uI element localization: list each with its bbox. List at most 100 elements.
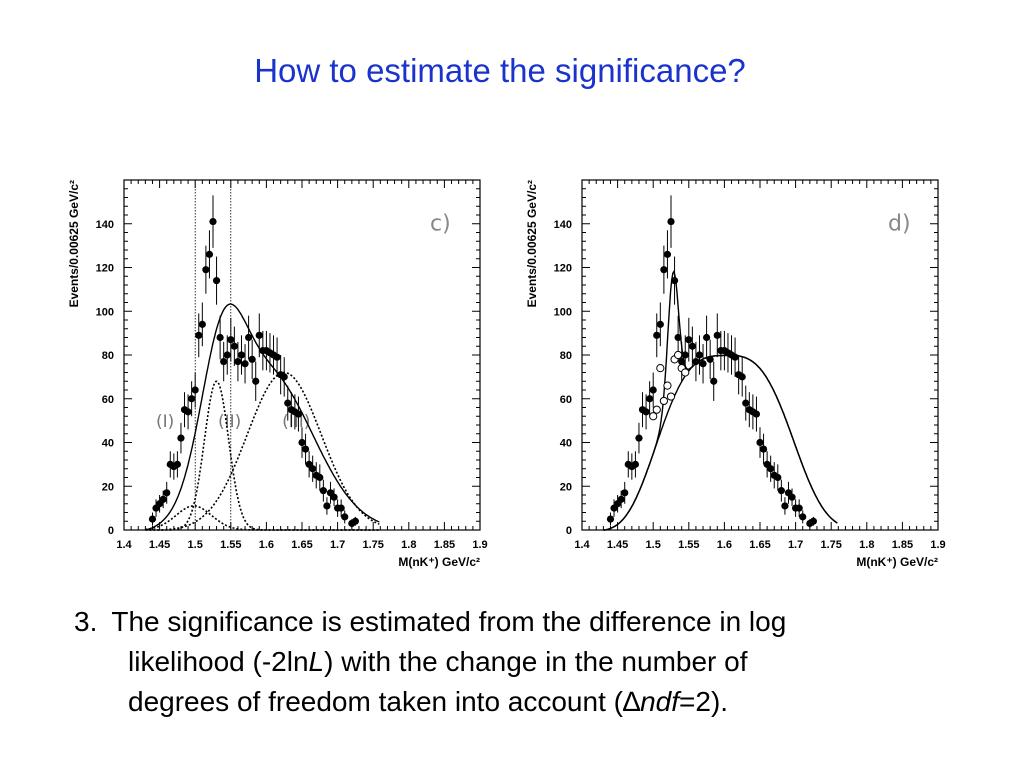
chart-c-panel-label: c) [430, 211, 451, 236]
chart-d-data-point [685, 336, 693, 344]
chart-d-data-point [710, 377, 718, 385]
chart-d-y-tick-label: 80 [560, 350, 572, 362]
chart-d-data-point [692, 357, 700, 366]
chart-c-data-point [316, 473, 324, 482]
chart-c-data-point [159, 495, 167, 503]
chart-c-data-point [330, 493, 338, 501]
chart-c-data-point [301, 445, 310, 453]
chart-c-curve-iii [145, 371, 380, 531]
chart-d-x-tick-label: 1.55 [678, 539, 699, 551]
chart-d-open-point [666, 392, 676, 401]
chart-d-open-point [681, 368, 690, 377]
chart-d-y-tick-label: 120 [554, 263, 572, 275]
chart-c-data-point [280, 373, 288, 381]
chart-d-data-point [777, 487, 785, 495]
chart-c-data-point [205, 250, 214, 258]
chart-c-x-tick-label: 1.7 [330, 539, 345, 551]
chart-d-data-point [670, 277, 679, 285]
chart-c-data-point [284, 399, 292, 407]
chart-d-data-point [646, 395, 654, 403]
chart-d-data-point [756, 438, 764, 447]
chart-d-data-point [660, 266, 668, 274]
chart-d-y-tick-label: 20 [560, 481, 572, 493]
chart-d-data-point [742, 399, 750, 407]
chart-c-data-point [294, 410, 303, 418]
chart-c-data-point [351, 517, 359, 525]
chart-d-x-tick-label: 1.9 [930, 539, 945, 551]
chart-c-y-tick-label: 100 [96, 306, 114, 318]
chart-d-x-tick-label: 1.7 [788, 539, 803, 551]
chart-c-data-point [252, 377, 260, 385]
body-text: 3. The significance is estimated from the… [74, 602, 974, 722]
chart-c-data-point [191, 386, 199, 394]
chart-d-data-point [799, 513, 807, 521]
chart-d-data-point [706, 355, 714, 363]
chart-c-x-tick-label: 1.65 [291, 539, 312, 551]
chart-c-data-point [202, 266, 210, 274]
chart-c-x-tick-label: 1.6 [259, 539, 274, 551]
chart-c-y-tick-label: 20 [102, 481, 114, 493]
chart-d-x-tick-label: 1.65 [749, 539, 770, 551]
chart-d-data-point [767, 465, 775, 473]
chart-c-data-point [198, 320, 206, 328]
chart-d-data-point [703, 333, 711, 342]
chart-d-y-tick-label: 60 [560, 394, 572, 406]
chart-d-open-point [659, 396, 668, 406]
chart-c-data-point [177, 434, 185, 442]
chart-c-data-point [220, 357, 228, 366]
chart-d-data-point [809, 517, 817, 525]
chart-d-open-point [674, 350, 683, 360]
chart-d-data-point [649, 386, 657, 394]
chart-d-data-point [795, 504, 803, 512]
chart-d-data-point [642, 408, 650, 416]
chart-panel-c: 1.4 1.45 1.5 1.55 1.6 1.65 1.7 1.75 1.8 1.85 1.9 0 2… [52, 172, 492, 572]
chart-d-data-point [713, 331, 721, 339]
chart-d-data-point [621, 489, 629, 497]
chart-c-x-tick-label: 1.45 [149, 539, 170, 551]
chart-c-data-point [245, 333, 253, 342]
chart-d-data-point [674, 333, 682, 342]
chart-c-region-label: (I) [156, 412, 174, 432]
chart-d-data-point [752, 410, 761, 418]
chart-d-x-axis-label: M(nK⁺) GeV/c² [856, 555, 938, 569]
chart-d-x-tick-label: 1.6 [717, 539, 732, 551]
chart-c-y-tick-label: 40 [102, 438, 114, 450]
body-line-1: 3. The significance is estimated from the… [74, 602, 974, 642]
chart-c-region-label: (II) [218, 412, 241, 432]
chart-d-x-tick-label: 1.4 [574, 539, 590, 551]
chart-c-data-point [227, 336, 235, 344]
body-line-3-d: =2). [679, 686, 729, 717]
chart-c-y-tick-label: 80 [102, 350, 114, 362]
body-line-2-a: likelihood (-2ln [128, 646, 309, 677]
chart-d-data-point [788, 493, 796, 501]
chart-c-data-point [195, 331, 203, 339]
chart-c-data-point [298, 438, 306, 447]
chart-c-data-point [273, 353, 281, 361]
chart-d-open-point [656, 364, 665, 373]
body-line-1-text: The significance is estimated from the d… [111, 606, 787, 637]
chart-c-data-point [341, 513, 349, 521]
body-line-2: likelihood (-2lnL) with the change in th… [74, 642, 974, 682]
chart-d-data-point [759, 445, 768, 453]
chart-c-data-point [212, 277, 221, 285]
chart-d-open-point [652, 405, 661, 414]
chart-c-x-tick-label: 1.9 [472, 539, 487, 551]
chart-c-x-axis-label: M(nK⁺) GeV/c² [398, 555, 480, 569]
chart-d-x-tick-label: 1.8 [859, 539, 874, 551]
chart-d-data-point [688, 342, 696, 350]
chart-c-data-point [216, 333, 224, 342]
chart-d-data-point [653, 331, 661, 339]
chart-c-x-tick-label: 1.75 [362, 539, 383, 551]
chart-c-data-point [223, 351, 231, 359]
chart-c-data-point [237, 351, 246, 359]
chart-c-data-point [173, 460, 181, 468]
body-line-3: degrees of freedom taken into account (∆… [74, 682, 974, 722]
chart-d-data-point [631, 460, 639, 468]
chart-c-data-point [337, 504, 345, 512]
chart-d-data-point [738, 373, 746, 381]
chart-c-y-tick-label: 60 [102, 394, 114, 406]
chart-c-data-point [230, 342, 238, 350]
chart-d-data-point [695, 351, 704, 359]
chart-d-x-tick-label: 1.75 [820, 539, 841, 551]
chart-c-data-point [319, 487, 327, 495]
